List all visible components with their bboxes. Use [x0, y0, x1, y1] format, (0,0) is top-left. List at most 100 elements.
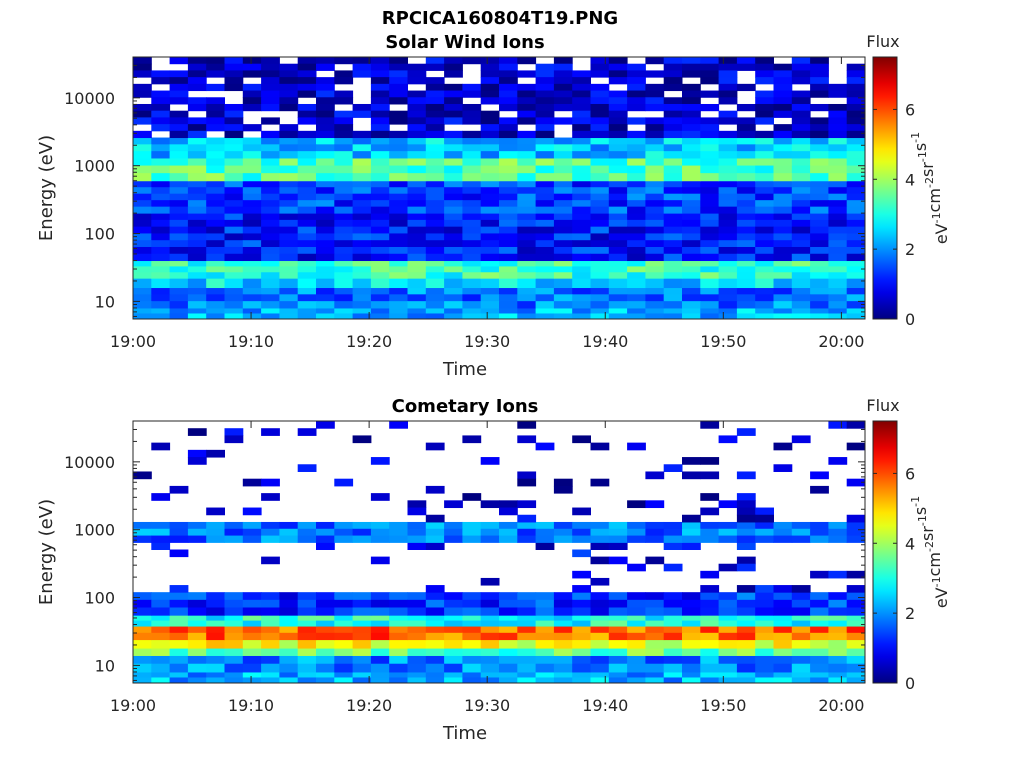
heatmap-cell — [389, 655, 408, 665]
heatmap-cell — [590, 655, 610, 665]
heatmap-cell — [590, 528, 610, 537]
heatmap-cell — [663, 151, 683, 159]
heatmap-cell — [663, 63, 683, 71]
heatmap-cell — [462, 307, 482, 314]
heatmap-cell — [828, 620, 848, 627]
heatmap-cell — [590, 260, 610, 267]
heatmap-cell — [810, 471, 829, 480]
heatmap-cell — [572, 272, 591, 279]
heatmap-cell — [499, 655, 518, 665]
heatmap-cell — [663, 599, 683, 608]
heatmap-cell — [828, 535, 848, 543]
heatmap-cell — [480, 294, 500, 302]
heatmap-cell — [828, 117, 848, 125]
heatmap-cell — [133, 253, 152, 262]
heatmap-cell — [151, 535, 171, 543]
heatmap-cell — [718, 137, 738, 145]
heatmap-cell — [279, 620, 299, 627]
heatmap-cell — [846, 240, 866, 248]
heatmap-cell — [590, 301, 610, 309]
heatmap-cell — [334, 677, 354, 684]
heatmap-cell — [517, 313, 537, 320]
heatmap-cell — [810, 535, 829, 543]
heatmap-cell — [224, 266, 244, 273]
heatmap-cell — [590, 151, 610, 159]
heatmap-cell — [791, 193, 811, 201]
heatmap-cell — [169, 607, 189, 616]
heatmap-cell — [627, 500, 646, 509]
heatmap-cell — [773, 535, 793, 543]
heatmap-cell — [517, 200, 537, 208]
heatmap-cell — [169, 97, 189, 105]
heatmap-cell — [224, 137, 244, 145]
heatmap-cell — [224, 130, 244, 139]
heatmap-cell — [370, 57, 390, 65]
heatmap-cell — [682, 639, 701, 649]
heatmap-cell — [389, 213, 408, 221]
heatmap-cell — [334, 206, 354, 214]
heatmap-cell — [279, 626, 299, 634]
heatmap-cell — [499, 83, 518, 92]
heatmap-cell — [810, 83, 829, 92]
heatmap-cell — [169, 173, 189, 182]
heatmap-cell — [590, 442, 610, 451]
heatmap-cell — [370, 103, 390, 112]
heatmap-cell — [645, 278, 665, 289]
heatmap-cell — [407, 130, 427, 139]
heatmap-cell — [645, 615, 665, 622]
heatmap-cell — [352, 173, 372, 182]
heatmap-cell — [242, 226, 262, 234]
heatmap-cell — [187, 607, 207, 616]
heatmap-cell — [334, 151, 354, 159]
heatmap-cell — [608, 151, 628, 159]
heatmap-cell — [736, 493, 756, 501]
heatmap-cell — [773, 70, 793, 78]
heatmap-cell — [627, 266, 646, 273]
heatmap-cell — [663, 663, 683, 673]
heatmap-cell — [700, 585, 720, 593]
heatmap-cell — [334, 137, 354, 145]
heatmap-cell — [316, 57, 335, 65]
heatmap-cell — [608, 246, 628, 255]
heatmap-cell — [700, 151, 720, 159]
heatmap-cell — [682, 63, 701, 71]
colorbar-tick-label: 0 — [905, 310, 915, 329]
heatmap-cell — [242, 219, 262, 228]
heatmap-cell — [261, 173, 280, 182]
heatmap-cell — [316, 528, 335, 537]
heatmap-cell — [352, 233, 372, 241]
heatmap-cell — [462, 165, 482, 174]
heatmap-cell — [682, 514, 701, 523]
heatmap-cell — [718, 130, 738, 139]
heatmap-cell — [370, 592, 390, 601]
heatmap-cell — [334, 97, 354, 105]
heatmap-cell — [133, 301, 152, 309]
heatmap-cell — [334, 253, 354, 262]
heatmap-cell — [279, 124, 299, 132]
heatmap-cell — [755, 301, 774, 309]
heatmap-cell — [517, 272, 537, 279]
heatmap-cell — [334, 639, 354, 649]
heatmap-cell — [151, 663, 171, 673]
heatmap-cell — [316, 157, 335, 167]
heatmap-cell — [553, 677, 573, 684]
heatmap-cell — [718, 97, 738, 105]
heatmap-cell — [462, 615, 482, 622]
heatmap-cell — [370, 615, 390, 622]
heatmap-cell — [553, 117, 573, 125]
heatmap-cell — [791, 124, 811, 132]
heatmap-cell — [846, 514, 866, 523]
heatmap-cell — [499, 592, 518, 601]
heatmap-cell — [736, 677, 756, 684]
heatmap-cell — [736, 173, 756, 182]
heatmap-cell — [755, 632, 774, 641]
heatmap-cell — [700, 301, 720, 309]
heatmap-cell — [242, 671, 262, 678]
heatmap-cell — [151, 103, 171, 112]
heatmap-cell — [608, 206, 628, 214]
heatmap-cell — [828, 193, 848, 201]
heatmap-cell — [682, 144, 701, 152]
heatmap-cell — [444, 200, 463, 208]
heatmap-cell — [224, 535, 244, 543]
heatmap-cell — [682, 103, 701, 112]
